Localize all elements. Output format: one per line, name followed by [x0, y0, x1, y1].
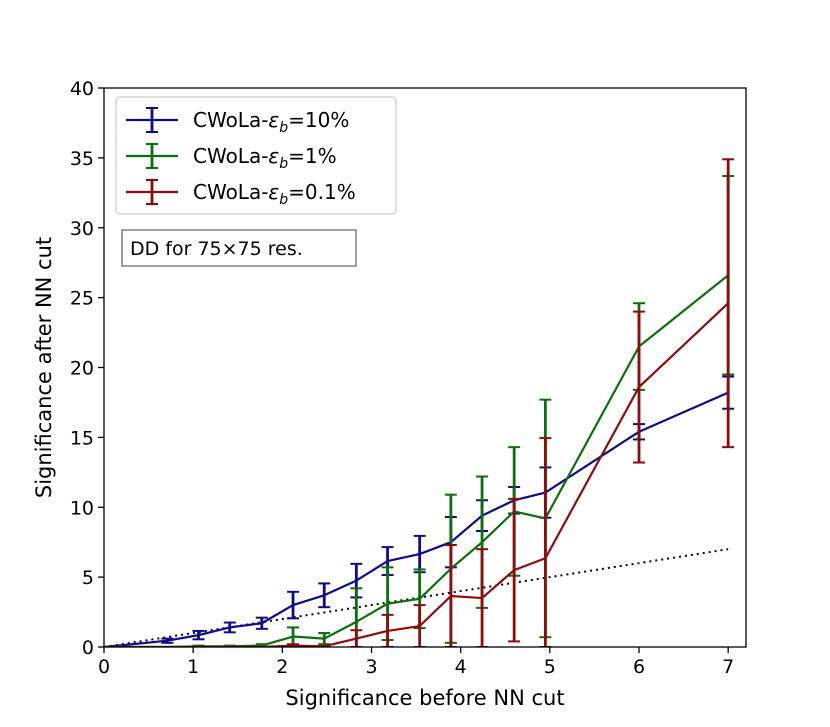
y-tick-label: 35 [70, 148, 94, 170]
y-tick-label: 15 [70, 427, 94, 449]
x-tick-label: 5 [544, 656, 556, 678]
legend-label-sub: b [279, 156, 288, 172]
legend-label-suffix: =1% [288, 144, 337, 168]
series-line [104, 391, 729, 647]
legend-label-symbol: ε [268, 108, 279, 132]
legend-label-suffix: =10% [288, 108, 349, 132]
legend-label: CWoLa-εb=1% [193, 144, 337, 172]
legend-label-prefix: CWoLa- [193, 108, 268, 132]
annotation-frame [121, 229, 357, 267]
legend-label-symbol: ε [268, 180, 279, 204]
legend-item-1: CWoLa-εb=1% [126, 143, 337, 172]
y-tick-label: 30 [70, 218, 94, 240]
legend-label: CWoLa-εb=0.1% [193, 180, 356, 208]
y-tick-label: 10 [70, 497, 94, 519]
series-line [104, 274, 729, 647]
annotation-box: DD for 75×75 res. [121, 229, 357, 267]
y-tick-label: 20 [70, 358, 94, 380]
y-tick-label: 0 [82, 637, 94, 659]
series-0 [104, 375, 735, 647]
legend: CWoLa-εb=10%CWoLa-εb=1%CWoLa-εb=0.1% [115, 96, 397, 215]
legend-label-sub: b [279, 120, 288, 136]
annotation-text: DD for 75×75 res. [130, 238, 303, 260]
x-tick-label: 1 [187, 656, 199, 678]
series-2 [104, 158, 735, 647]
legend-label-symbol: ε [268, 144, 279, 168]
x-tick-label: 2 [276, 656, 288, 678]
x-tick-label: 3 [365, 656, 377, 678]
legend-label: CWoLa-εb=10% [193, 108, 349, 136]
axes: 0 1 2 3 4 5 6 7 0 5 10 15 20 25 30 35 40 [70, 78, 747, 678]
series-line [104, 302, 729, 647]
legend-label-sub: b [279, 192, 288, 208]
x-tick-label: 7 [722, 656, 734, 678]
x-tick-label: 0 [98, 656, 110, 678]
legend-label-suffix: =0.1% [288, 180, 356, 204]
legend-label-prefix: CWoLa- [193, 180, 268, 204]
y-tick-label: 25 [70, 288, 94, 310]
y-tick-label: 5 [82, 567, 94, 589]
legend-item-2: CWoLa-εb=0.1% [126, 179, 356, 208]
x-tick-label: 6 [633, 656, 645, 678]
legend-frame [115, 96, 397, 215]
y-axis-label: Significance after NN cut [32, 237, 56, 498]
legend-label-prefix: CWoLa- [193, 144, 268, 168]
y-tick-label: 40 [70, 78, 94, 100]
plot-area [104, 158, 735, 647]
x-tick-label: 4 [455, 656, 467, 678]
legend-item-0: CWoLa-εb=10% [126, 107, 349, 136]
x-axis-label: Significance before NN cut [285, 686, 564, 710]
